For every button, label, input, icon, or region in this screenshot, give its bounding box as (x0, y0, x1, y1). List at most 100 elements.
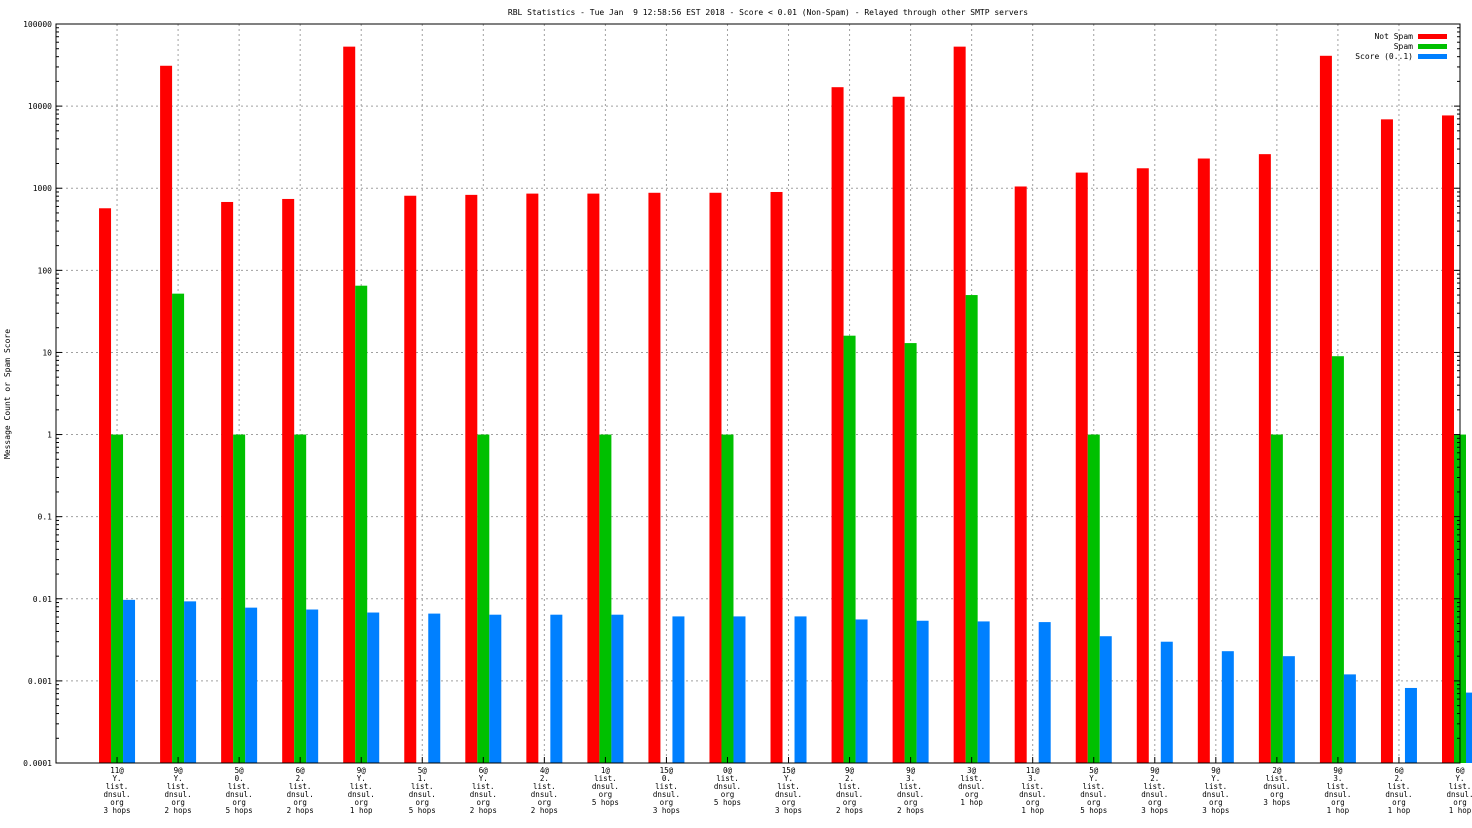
x-tick-label-line: Y. (1211, 774, 1220, 783)
x-tick-label-line: list. (777, 782, 800, 791)
x-tick-label-line: dnsul. (653, 790, 680, 799)
bar-spam (477, 434, 490, 763)
bar-score-0-1 (367, 612, 380, 763)
bar-score-0-1 (245, 607, 258, 763)
x-tick-label-line: 9@ (845, 766, 855, 775)
bar-spam (599, 434, 612, 763)
x-tick-label-line: Y. (174, 774, 183, 783)
x-tick-label-line: dnsul. (1019, 790, 1046, 799)
x-tick-label-line: dnsul. (287, 790, 314, 799)
x-tick-label-line: 3 hops (1202, 806, 1229, 815)
bar-spam (1087, 434, 1100, 763)
bars-layer (99, 46, 1472, 764)
x-tick-label-line: list. (1082, 782, 1105, 791)
x-tick-label: 9@ Y. list. dnsul. org 2 hops (165, 766, 192, 815)
x-tick-label-line: 15@ (782, 766, 796, 775)
x-tick-label-line: list. (533, 782, 556, 791)
bar-not-spam (709, 192, 722, 763)
x-tick-label: 2@ list. dnsul. org 3 hops (1263, 766, 1290, 807)
x-tick-label-line: Y. (479, 774, 488, 783)
x-tick-label-line: dnsul. (470, 790, 497, 799)
x-tick-label-line: dnsul. (348, 790, 375, 799)
x-tick-label-line: list. (1449, 782, 1472, 791)
x-tick-label-line: list. (106, 782, 129, 791)
x-tick-label-line: Y. (113, 774, 122, 783)
x-tick-label-line: 4@ (540, 766, 550, 775)
x-tick-label-line: org (660, 798, 674, 807)
x-tick-label-line: org (1087, 798, 1101, 807)
x-tick-label-line: 1 hop (1021, 806, 1044, 815)
x-tick-label-line: org (232, 798, 246, 807)
x-tick-label-line: 1 hop (350, 806, 373, 815)
bar-not-spam (404, 195, 417, 763)
x-tick-label-line: 2 hops (165, 806, 192, 815)
x-tick-label-line: org (110, 798, 124, 807)
bar-spam (1270, 434, 1283, 763)
x-tick-label: 9@ Y. list. dnsul. org 1 hop (348, 766, 375, 815)
bar-spam (172, 293, 185, 763)
x-tick-label-line: 2. (1150, 774, 1159, 783)
x-tick-label: 15@ 0. list. dnsul. org 3 hops (653, 766, 680, 815)
x-tick-label-line: dnsul. (714, 782, 741, 791)
x-tick-label-line: dnsul. (103, 790, 130, 799)
x-tick-label-line: 2. (296, 774, 305, 783)
bar-spam (294, 434, 307, 763)
bar-score-0-1 (611, 614, 624, 763)
x-tick-label-line: 3 hops (1141, 806, 1168, 815)
x-tick-label-line: 5 hops (592, 798, 619, 807)
x-tick-label-line: list. (1388, 782, 1411, 791)
bar-score-0-1 (1099, 636, 1112, 763)
y-tick-label: 1000 (33, 184, 52, 193)
bar-not-spam (465, 194, 478, 763)
x-tick-label-line: org (1331, 798, 1345, 807)
x-tick-label-line: 2 hops (531, 806, 558, 815)
x-tick-label: 15@ Y. list. dnsul. org 3 hops (775, 766, 802, 815)
x-tick-label-line: 2. (845, 774, 854, 783)
bar-spam (111, 434, 124, 763)
x-tick-label: 6@ 2. list. dnsul. org 2 hops (287, 766, 314, 815)
bar-score-0-1 (794, 616, 807, 763)
y-tick-label: 0.01 (33, 595, 52, 604)
x-tick-label: 1@ list. dnsul. org 5 hops (592, 766, 619, 807)
x-tick-label-line: 9@ (1333, 766, 1343, 775)
bar-not-spam (1014, 186, 1027, 763)
bar-score-0-1 (1160, 641, 1173, 763)
x-tick-label-line: 2 hops (287, 806, 314, 815)
legend-swatch (1418, 54, 1447, 59)
x-tick-label-line: org (538, 798, 552, 807)
x-tick-label-line: org (721, 790, 735, 799)
x-tick-label: 6@ Y. list. dnsul. org 2 hops (470, 766, 497, 815)
x-tick-label-line: org (354, 798, 368, 807)
x-tick-label-line: list. (1143, 782, 1166, 791)
x-tick-label-line: 5@ (418, 766, 428, 775)
x-tick-label-line: dnsul. (958, 782, 985, 791)
bar-not-spam (1442, 115, 1454, 764)
x-tick-label-line: dnsul. (897, 790, 924, 799)
x-tick-label-line: 3. (1028, 774, 1037, 783)
bar-spam (904, 343, 917, 763)
x-tick-label-line: dnsul. (1324, 790, 1351, 799)
x-tick-label-line: 1 hop (1327, 806, 1350, 815)
x-tick-label-line: org (477, 798, 491, 807)
x-tick-label-line: 5 hops (409, 806, 436, 815)
x-tick-label: 0@ list. dnsul. org 5 hops (714, 766, 741, 807)
x-tick-label-line: dnsul. (409, 790, 436, 799)
y-tick-label: 0.1 (38, 513, 53, 522)
x-tick-label: 6@ 2. list. dnsul. org 1 hop (1385, 766, 1412, 815)
bar-score-0-1 (1466, 692, 1472, 763)
bar-not-spam (1258, 154, 1271, 763)
bar-score-0-1 (1282, 656, 1295, 763)
legend-swatch (1418, 34, 1447, 39)
y-tick-label: 0.0001 (23, 759, 52, 768)
x-tick-label-line: org (415, 798, 429, 807)
x-tick-label-line: dnsul. (1080, 790, 1107, 799)
x-tick-label: 9@ Y. list. dnsul. org 3 hops (1202, 766, 1229, 815)
x-tick-label-line: 5 hops (714, 798, 741, 807)
bar-score-0-1 (489, 614, 502, 763)
x-tick-label: 3@ list. dnsul. org 1 hop (958, 766, 985, 807)
x-tick-label-line: list. (1021, 782, 1044, 791)
x-tick-label-line: 3. (1333, 774, 1342, 783)
x-tick-label-line: 5 hops (1080, 806, 1107, 815)
